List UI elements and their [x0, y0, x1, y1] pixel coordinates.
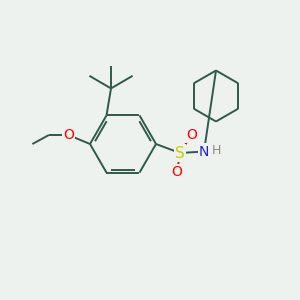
Text: O: O	[172, 166, 182, 179]
Text: H: H	[212, 143, 221, 157]
Text: N: N	[199, 145, 209, 158]
Text: S: S	[175, 146, 185, 160]
Text: O: O	[186, 128, 197, 142]
Text: O: O	[63, 128, 74, 142]
